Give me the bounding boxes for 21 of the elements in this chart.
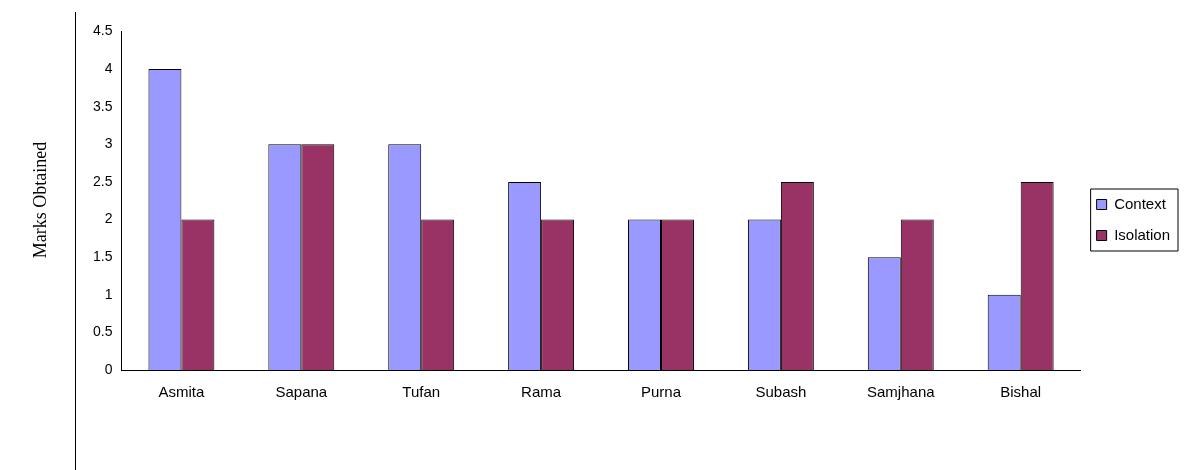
legend-label: Isolation <box>1114 225 1171 243</box>
x-tick-label: Samjhana <box>867 383 936 401</box>
y-tick-label: 0 <box>104 360 113 377</box>
x-tick-label: Asmita <box>158 383 205 401</box>
x-tick-label: Rama <box>521 383 562 401</box>
y-tick-label: 0.5 <box>92 323 113 340</box>
x-tick-label: Sapana <box>275 383 328 401</box>
y-tick-label: 3 <box>104 135 113 152</box>
y-tick-label: 3.5 <box>92 97 113 114</box>
x-tick-label: Purna <box>640 383 682 401</box>
legend-label: Context <box>1114 194 1167 212</box>
y-tick-label: 2.5 <box>92 172 113 189</box>
y-tick-label: 1 <box>104 285 113 302</box>
y-tick-label: 4 <box>104 59 113 76</box>
x-tick-label: Tufan <box>402 383 441 401</box>
x-tick-label: Bishal <box>1000 383 1042 401</box>
y-tick-label: 2 <box>104 210 113 227</box>
y-axis-title: Marks Obtained <box>29 141 51 259</box>
x-tick-label: Subash <box>755 383 807 401</box>
y-tick-label: 4.5 <box>92 22 113 39</box>
y-tick-label: 1.5 <box>92 247 113 264</box>
